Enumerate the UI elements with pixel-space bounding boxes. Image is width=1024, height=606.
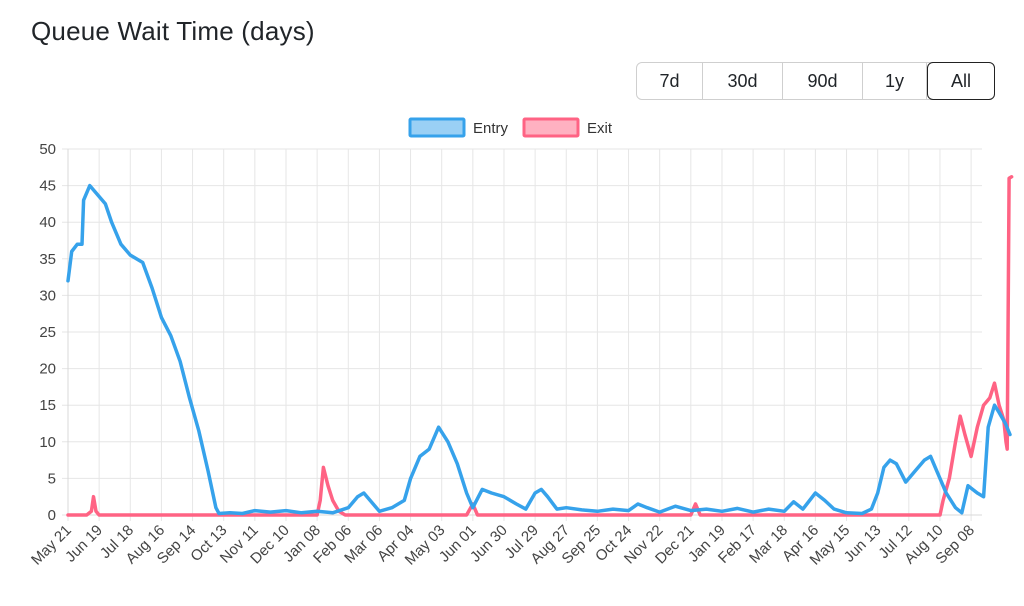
y-tick-label: 0 [48,507,56,524]
series-line-exit [66,175,1014,517]
y-tick-label: 35 [39,251,56,268]
y-tick-label: 10 [39,434,56,451]
range-7d-button[interactable]: 7d [637,63,703,99]
legend-label-exit: Exit [587,120,613,137]
range-90d-button[interactable]: 90d [783,63,863,99]
y-tick-label: 5 [48,470,56,487]
y-tick-label: 40 [39,214,56,231]
y-tick-label: 25 [39,324,56,341]
time-range-selector: 7d 30d 90d 1y All [636,62,995,100]
y-tick-label: 20 [39,361,56,378]
y-tick-label: 30 [39,287,56,304]
legend-label-entry: Entry [473,120,509,137]
range-all-button[interactable]: All [927,62,995,100]
legend-swatch-entry [408,117,466,138]
y-tick-label: 50 [39,141,56,158]
range-30d-button[interactable]: 30d [703,63,783,99]
x-tick-label: May 21 [28,522,75,569]
y-tick-label: 45 [39,178,56,195]
legend-swatch-exit [522,117,580,138]
range-1y-button[interactable]: 1y [863,63,927,99]
y-tick-label: 15 [39,397,56,414]
page-title: Queue Wait Time (days) [31,16,315,46]
series-line-entry [66,183,1012,516]
